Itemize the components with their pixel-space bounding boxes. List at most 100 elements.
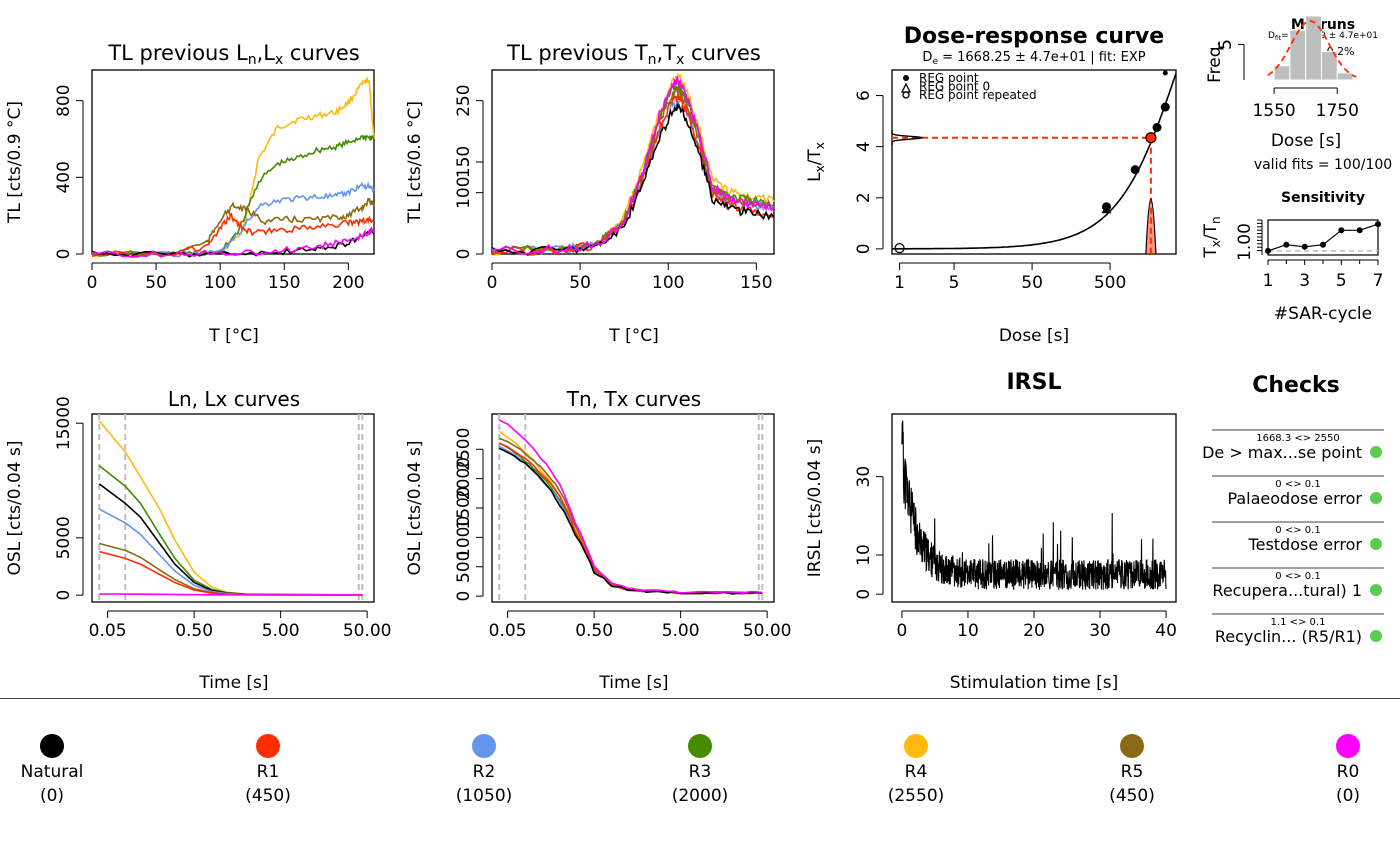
- check-value-1: 1668.3 <> 2550: [1256, 433, 1340, 444]
- mc-runs-valid-fits: valid fits = 100/100: [1254, 157, 1392, 173]
- series-line-r0: [91, 225, 375, 258]
- osl-tx-panel: Tn, Tx curves 0.05 0.50 5.00 50.00 0 50010001…: [405, 387, 791, 693]
- legend-color-dot: [688, 734, 712, 758]
- legend-dose: (450): [1109, 786, 1155, 806]
- legend-name: R2: [472, 762, 496, 782]
- x-tick-label: 0: [487, 273, 498, 293]
- mc-runs-xlabel: Dose [s]: [1271, 131, 1341, 151]
- legend-color-dot: [40, 734, 64, 758]
- tl-lx-title: TL previous Ln,Lx curves: [107, 41, 359, 68]
- tl-lx-ylabel: TL [cts/0.9 °C]: [5, 101, 25, 224]
- x-tick-label: 100: [204, 273, 236, 293]
- legend-name: R4: [904, 762, 928, 782]
- legend-dose: (0): [39, 786, 65, 806]
- x-tick-label: 0.05: [89, 621, 127, 641]
- tl-tx-plot-frame: [491, 69, 775, 255]
- series-line-r4: [91, 77, 375, 258]
- x-tick-label: 50: [145, 273, 167, 293]
- legend-item-r2: R2 (1050): [424, 734, 544, 808]
- legend-reg-point-marker: [903, 75, 909, 81]
- x-tick-label: 1: [1263, 271, 1274, 291]
- check-label-2: Palaeodose error: [1227, 489, 1362, 508]
- x-tick-label: 1: [894, 273, 905, 293]
- series-line-r2: [98, 508, 363, 596]
- legend-label: REG point repeated: [919, 88, 1037, 102]
- legend-item-r4: R4 (2550): [856, 734, 976, 808]
- mc-runs-ylabel: Freq.: [1205, 41, 1225, 83]
- series-line-r0: [498, 419, 763, 594]
- x-tick-label: 50: [1021, 273, 1043, 293]
- check-label-1: De > max...se point: [1202, 443, 1362, 462]
- irsl-xlabel: Stimulation time [s]: [950, 673, 1119, 693]
- tl-lx-xlabel: T [°C]: [208, 326, 258, 346]
- series-line-r1: [491, 93, 775, 256]
- sensitivity-plot-frame: [1267, 219, 1379, 256]
- series-line-r2: [91, 181, 375, 258]
- x-tick-label: 50: [569, 273, 591, 293]
- x-tick-label: 150: [740, 273, 772, 293]
- check-label-clip: [1190, 440, 1200, 466]
- series-line-r5: [498, 437, 763, 595]
- mc-runs-panel: MC runs Dfit=1664.09 ± 4.7e+01 dirt = 0.…: [1205, 15, 1392, 173]
- dose-response-plot-frame: [891, 69, 1177, 255]
- mc-runs-plot: 1550 1750 5: [1216, 15, 1359, 121]
- histogram-bar: [1320, 51, 1338, 81]
- check-status-dot-1: [1370, 446, 1382, 458]
- legend-name: R1: [256, 762, 280, 782]
- y-tick-label: 5000: [54, 516, 74, 559]
- x-tick-label: 0.50: [175, 621, 213, 641]
- reg-point: [1160, 102, 1170, 112]
- reg-point-offscale: [1162, 70, 1168, 76]
- legend-separator: [0, 698, 1400, 699]
- legend-dose: (2000): [671, 786, 729, 806]
- osl-tx-title: Tn, Tx curves: [566, 387, 701, 411]
- histogram-bar: [1336, 72, 1354, 81]
- osl-tx-plot-frame: [491, 413, 775, 603]
- check-label-5: Recyclin... (R5/R1): [1215, 627, 1362, 646]
- series-line-r2: [491, 99, 775, 255]
- sensitivity-point: [1356, 227, 1363, 234]
- legend-reg-point-0-marker: [900, 82, 912, 93]
- x-tick-label: 20: [1023, 621, 1045, 641]
- sensitivity-point: [1320, 241, 1326, 248]
- y-tick-label: 2: [854, 192, 874, 203]
- osl-lx-panel: Ln, Lx curves 0.05 0.50 5.00 50.00 0 5000 1500…: [5, 387, 391, 693]
- series-line-r5: [91, 198, 375, 258]
- dose-response-subtitle: De = 1668.25 ± 4.7e+01 | fit: EXP: [922, 50, 1145, 67]
- legend-color-dot: [256, 734, 280, 758]
- x-tick-label: 150: [268, 273, 300, 293]
- x-tick-label: 3: [1299, 271, 1310, 291]
- legend-color-dot: [1120, 734, 1144, 758]
- reg-point: [1130, 165, 1140, 175]
- sensitivity-point: [1301, 243, 1308, 250]
- fit-curve: [892, 73, 1177, 250]
- sensitivity-plot: 1 3 5 7 1.00: [1235, 219, 1383, 291]
- dose-response-xlabel: Dose [s]: [999, 326, 1069, 346]
- irsl-curve: [901, 420, 1167, 590]
- series-line-r4: [98, 420, 363, 596]
- legend-dose: (0): [1335, 786, 1361, 806]
- histogram-bar: [1289, 29, 1307, 81]
- reg-point: [1152, 123, 1162, 132]
- check-status-dot-3: [1370, 538, 1382, 550]
- x-tick-label: 1550: [1252, 101, 1295, 121]
- osl-lx-xlabel: Time [s]: [198, 673, 268, 693]
- legend-item-r1: R1 (450): [208, 734, 328, 808]
- x-tick-label: 5: [1336, 271, 1347, 291]
- y-tick-label: 1.00: [1235, 223, 1255, 261]
- x-tick-label: 0: [87, 273, 98, 293]
- y-tick-label: 1500: [454, 486, 474, 529]
- density-curve: [1267, 20, 1357, 78]
- sensitivity-point: [1338, 227, 1345, 234]
- tl-tx-panel: TL previous Tn,Tx curves 0 50 100 150010015…: [405, 41, 775, 346]
- legend-reg-point-repeated-marker: [902, 91, 910, 99]
- irsl-plot: 0 10 20 30 40 0 10 30: [854, 420, 1177, 641]
- tl-tx-title: TL previous Tn,Tx curves: [506, 41, 761, 68]
- legend-dose: (1050): [455, 786, 513, 806]
- histogram-bar: [1305, 15, 1322, 81]
- checks-title: Checks: [1252, 373, 1340, 398]
